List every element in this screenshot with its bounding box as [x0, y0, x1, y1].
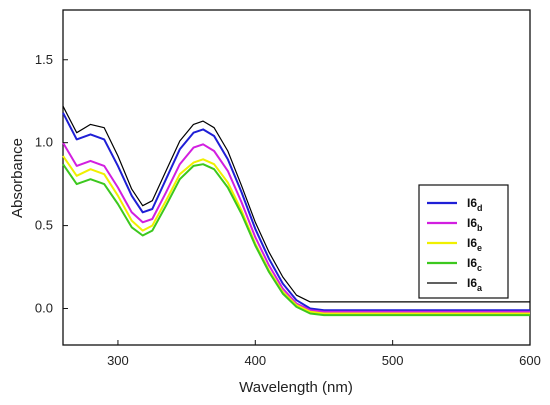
- y-tick-label: 1.0: [35, 135, 53, 150]
- x-tick-label: 600: [519, 353, 541, 368]
- y-tick-label: 0.0: [35, 301, 53, 316]
- y-axis-title: Absorbance: [9, 138, 26, 218]
- x-tick-label: 500: [382, 353, 404, 368]
- y-tick-label: 1.5: [35, 52, 53, 67]
- y-tick-label: 0.5: [35, 218, 53, 233]
- x-axis-title: Wavelength (nm): [239, 379, 353, 396]
- plot-frame: [62, 9, 531, 346]
- series-line-i6b: [62, 142, 530, 313]
- ticks-layer: 300 400 500 600 0.0 0.5 1.0 1.5: [35, 52, 541, 368]
- series-line-i6c: [62, 163, 530, 317]
- x-tick-label: 400: [244, 353, 266, 368]
- series-line-i6a: [62, 105, 530, 303]
- series-layer: [62, 105, 530, 317]
- x-tick-label: 300: [107, 353, 129, 368]
- series-line-i6e: [62, 155, 530, 315]
- series-line-i6d: [62, 112, 530, 312]
